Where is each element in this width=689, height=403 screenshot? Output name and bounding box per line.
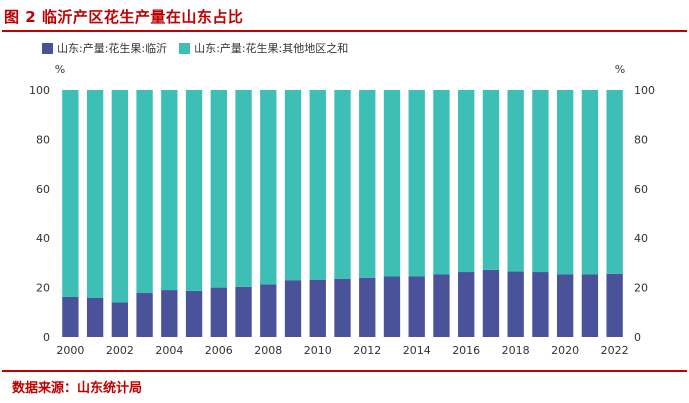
title-rule: [2, 30, 687, 32]
bar-linyi-2009: [284, 280, 302, 337]
bar-other-2007: [235, 90, 252, 287]
bar-linyi-2016: [458, 272, 475, 337]
bar-linyi-2015: [433, 274, 450, 337]
bar-linyi-2011: [334, 278, 351, 337]
bar-linyi-2006: [210, 287, 227, 337]
bar-other-2013: [383, 90, 401, 277]
y-tick-left-20: 20: [36, 282, 50, 295]
bar-other-2008: [260, 90, 277, 285]
bar-other-2005: [185, 90, 203, 291]
bar-linyi-2019: [532, 272, 549, 337]
x-tick-2002: 2002: [106, 344, 134, 357]
x-tick-2014: 2014: [403, 344, 431, 357]
bar-other-2000: [62, 90, 79, 297]
legend-label-other: 山东:产量:花生果:其他地区之和: [194, 42, 349, 55]
bar-other-2021: [581, 90, 599, 275]
bar-other-2012: [359, 90, 376, 278]
bar-linyi-2021: [581, 274, 599, 337]
y-tick-right-80: 80: [634, 133, 648, 146]
legend-swatch-linyi: [42, 42, 53, 54]
bar-other-2020: [556, 90, 574, 275]
bar-linyi-2013: [383, 276, 401, 337]
chart-legend: 山东:产量:花生果:临沂 山东:产量:花生果:其他地区之和: [42, 40, 348, 56]
x-ticks: 2000 2002 2004 2006 2008 2010 2012 2014 2016 2018…: [56, 344, 628, 357]
bar-other-2018: [507, 90, 524, 272]
x-tick-2000: 2000: [56, 344, 84, 357]
x-tick-2008: 2008: [254, 344, 282, 357]
bar-linyi-2014: [408, 276, 425, 337]
bar-linyi-2018: [507, 271, 524, 337]
x-tick-2020: 2020: [551, 344, 579, 357]
bar-other-2014: [408, 90, 425, 277]
bar-linyi-2005: [185, 290, 203, 337]
bar-linyi-2010: [309, 279, 326, 337]
bar-linyi-2004: [161, 290, 178, 337]
bar-other-2001: [86, 90, 104, 298]
y-tick-left-80: 80: [36, 133, 50, 146]
source-rule: [2, 370, 687, 372]
y-tick-right-60: 60: [634, 183, 648, 196]
bar-other-2009: [284, 90, 302, 281]
bar-linyi-2008: [260, 284, 277, 337]
figure-title: 图 2 临沂产区花生产量在山东占比: [4, 8, 244, 26]
bar-other-2015: [433, 90, 450, 275]
y-tick-right-0: 0: [634, 331, 641, 344]
bar-other-2017: [482, 90, 500, 270]
bar-linyi-2002: [111, 302, 129, 337]
x-tick-2006: 2006: [205, 344, 233, 357]
legend-item-other: 山东:产量:花生果:其他地区之和: [179, 40, 348, 56]
y-tick-left-60: 60: [36, 183, 50, 196]
bar-linyi-2000: [62, 296, 79, 337]
x-tick-2004: 2004: [155, 344, 183, 357]
bar-other-2002: [111, 90, 129, 303]
bar-linyi-2022: [606, 273, 623, 337]
x-tick-2022: 2022: [601, 344, 629, 357]
bar-linyi-2017: [482, 269, 500, 337]
bar-other-2004: [161, 90, 178, 291]
bar-linyi-2007: [235, 286, 252, 337]
source-note: 数据来源：山东统计局: [12, 381, 143, 396]
bar-linyi-2003: [136, 293, 153, 337]
bar-other-2010: [309, 90, 326, 280]
y-ticks-left: 0 20 40 60 80 100: [29, 84, 50, 344]
bar-other-2006: [210, 90, 227, 288]
bar-other-2003: [136, 90, 153, 294]
bar-linyi-2001: [86, 297, 104, 337]
x-tick-2012: 2012: [353, 344, 381, 357]
legend-swatch-other: [179, 42, 191, 54]
x-tick-2016: 2016: [452, 344, 480, 357]
x-tick-2010: 2010: [304, 344, 332, 357]
legend-item-linyi: 山东:产量:花生果:临沂: [42, 40, 167, 56]
y-ticks-right: 0 20 40 60 80 100: [634, 84, 655, 344]
bar-other-2022: [606, 90, 623, 274]
y-tick-left-0: 0: [43, 331, 50, 344]
bar-linyi-2012: [359, 277, 376, 337]
y-tick-right-20: 20: [634, 282, 648, 295]
y-tick-right-100: 100: [634, 84, 655, 97]
bar-other-2019: [532, 90, 549, 273]
x-tick-2018: 2018: [502, 344, 530, 357]
legend-label-linyi: 山东:产量:花生果:临沂: [57, 42, 168, 55]
bar-other-2016: [458, 90, 475, 273]
y-axis-unit-left: %: [55, 63, 65, 76]
bar-linyi-2020: [556, 274, 574, 337]
y-tick-left-40: 40: [36, 232, 50, 245]
bar-other-2011: [334, 90, 351, 279]
y-tick-right-40: 40: [634, 232, 648, 245]
y-tick-left-100: 100: [29, 84, 50, 97]
y-axis-unit-right: %: [615, 63, 625, 76]
bars-group: [62, 90, 623, 337]
